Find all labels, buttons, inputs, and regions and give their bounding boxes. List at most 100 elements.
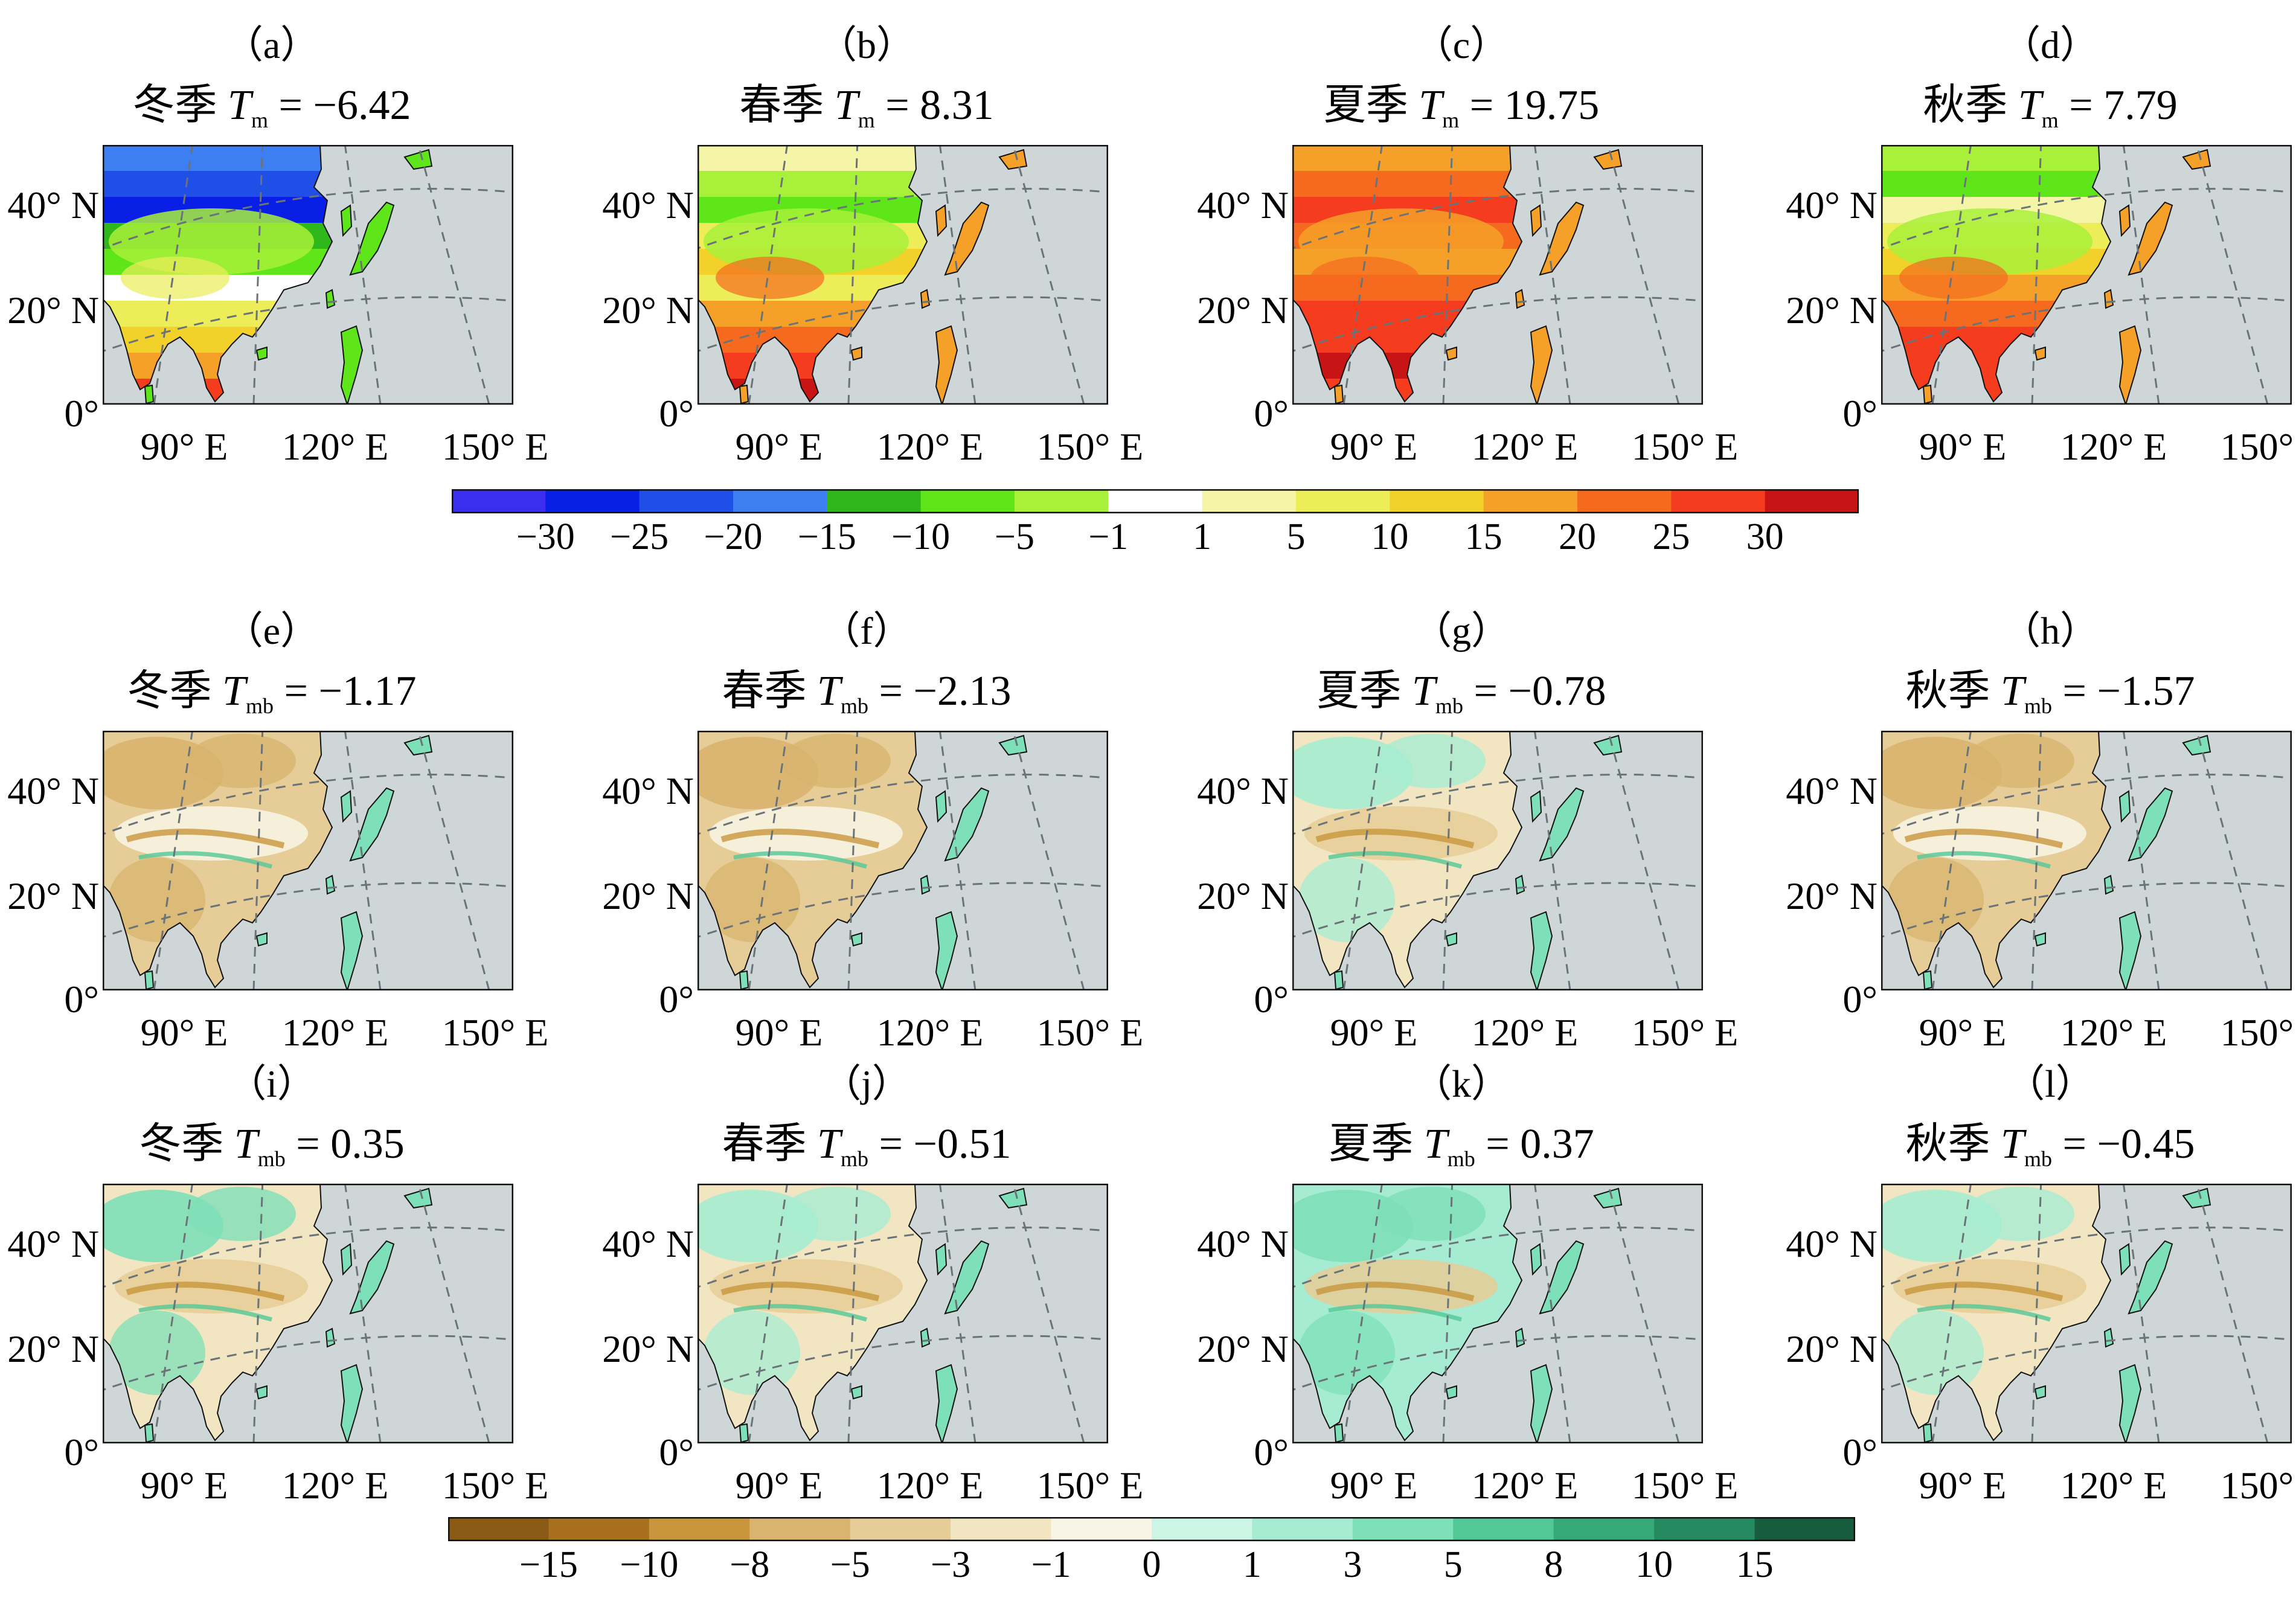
lon-tick-label: 120° E	[876, 1011, 984, 1054]
lon-gridline	[252, 138, 264, 405]
colorbar-swatch	[548, 1517, 650, 1541]
map-plot	[691, 699, 1121, 993]
anomaly-mongolia	[187, 734, 296, 788]
anomaly-india	[109, 858, 205, 942]
symbol-subscript: mb	[1447, 1147, 1475, 1171]
lon-gridline	[252, 724, 264, 991]
colorbar-tick-label: 20	[1559, 516, 1596, 557]
field-band	[103, 171, 332, 197]
island	[2118, 1243, 2131, 1276]
lon-gridline	[415, 138, 490, 405]
colorbar-tick-label: 3	[1343, 1544, 1362, 1585]
island	[2034, 932, 2046, 947]
lon-gridline	[1342, 1177, 1384, 1444]
lat-tick-label: 40° N	[1197, 1222, 1289, 1265]
lon-tick-label: 90° E	[1330, 1011, 1418, 1054]
symbol-subscript: mb	[2024, 1147, 2052, 1171]
lon-gridline	[343, 724, 382, 991]
map-panel-d: （d） 秋季 Tm = 7.79 40° N 20° N 0° 90° E 120° E 15…	[1786, 24, 2296, 466]
lat-gridline	[96, 1335, 526, 1393]
map-frame	[1881, 730, 2292, 991]
map-panel-b: （b） 春季 Tm = 8.31 40° N 20° N 0° 90° E 120° E 15…	[602, 24, 1143, 466]
symbol-subscript: mb	[1435, 694, 1463, 718]
island	[1445, 932, 1457, 947]
colorbar-swatch	[1483, 489, 1578, 513]
lon-tick-label: 120° E	[2060, 425, 2167, 468]
colorbar-tick-label: 8	[1544, 1544, 1563, 1585]
island	[935, 1243, 948, 1276]
colorbar-tick-label: 10	[1635, 1544, 1673, 1585]
island	[920, 1327, 931, 1348]
field-band	[697, 171, 927, 197]
map-panel-f: （f） 春季 Tmb = −2.13 40° N 20° N 0° 90° E 120° E…	[602, 610, 1143, 1052]
anomaly-ridge	[1315, 1282, 1475, 1301]
colorbar-tick-label: −20	[704, 516, 763, 557]
lon-gridline	[2121, 724, 2160, 991]
lat-tick-label: 40° N	[602, 1222, 694, 1265]
anomaly-ridge	[720, 829, 880, 849]
colorbar-tick-label: 0	[1142, 1544, 1161, 1585]
symbol: T	[222, 668, 246, 714]
island	[1445, 346, 1457, 361]
panel-label: （a）	[224, 24, 319, 66]
lon-tick-label: 90° E	[735, 1464, 823, 1507]
lat-tick-label: 40° N	[1786, 769, 1878, 812]
panel-title: 春季 Tmb = −2.13	[607, 667, 1126, 730]
map-frame	[102, 1183, 514, 1444]
colorbar-tick-label: −15	[519, 1544, 578, 1585]
island	[920, 289, 931, 309]
season-label: 秋季	[1923, 82, 2018, 129]
island	[325, 874, 336, 895]
anomaly-mongolia	[1966, 734, 2074, 788]
colorbar-tick-label: 1	[1242, 1544, 1262, 1585]
lon-tick-label: 90° E	[735, 1011, 823, 1054]
lon-gridline	[153, 1177, 194, 1444]
map-frame	[1292, 144, 1704, 405]
panel-label: （d）	[2002, 24, 2099, 66]
island	[1530, 1364, 1553, 1446]
panel-label: （l）	[2006, 1062, 2094, 1105]
island	[2103, 289, 2114, 309]
lon-tick-label: 90° E	[1330, 1464, 1418, 1507]
colorbar-tick-label: −5	[995, 516, 1034, 557]
island	[2118, 790, 2131, 823]
symbol-subscript: mb	[840, 694, 868, 718]
mean-value: = −1.17	[273, 668, 417, 714]
anomaly-ridge	[138, 1304, 272, 1322]
lon-tick-label: 150° E	[2220, 425, 2296, 468]
island	[1445, 1385, 1457, 1400]
lon-gridline	[1442, 138, 1454, 405]
lat-tick-label: 40° N	[602, 184, 694, 226]
lowland-zone	[1310, 257, 1419, 299]
lat-tick-label: 0°	[64, 978, 99, 1021]
lon-gridline	[2194, 138, 2269, 405]
lat-gridline	[691, 1227, 1121, 1291]
colorbar-swatch	[1390, 489, 1484, 513]
panel-label: （k）	[1413, 1062, 1510, 1105]
map-plot	[1286, 1152, 1716, 1446]
lat-gridline	[691, 296, 1121, 355]
lon-gridline	[2031, 1177, 2042, 1444]
colorbar-tick-label: 15	[1736, 1544, 1774, 1585]
lat-tick-label: 0°	[659, 392, 694, 435]
colorbar-swatch	[733, 489, 827, 513]
lat-gridline	[1286, 1335, 1716, 1393]
lat-gridline	[1286, 1227, 1716, 1291]
lon-tick-label: 150° E	[1631, 425, 1739, 468]
colorbar-tick-label: 30	[1746, 516, 1784, 557]
island	[1333, 970, 1344, 990]
lat-tick-label: 20° N	[602, 874, 694, 917]
lon-gridline	[1442, 1177, 1454, 1444]
panel-label: （b）	[818, 24, 915, 66]
mean-value: = −0.78	[1463, 668, 1606, 714]
land-field	[1292, 1184, 1522, 1440]
map-area	[691, 1152, 1121, 1446]
colorbar-tick-label: 5	[1286, 516, 1306, 557]
lon-tick-label: 90° E	[140, 425, 228, 468]
mean-value: = 8.31	[874, 82, 994, 129]
colorbar-swatch	[1296, 489, 1390, 513]
lon-tick-label: 120° E	[876, 425, 984, 468]
island	[2128, 1240, 2173, 1315]
lon-tick-label: 120° E	[1471, 1011, 1579, 1054]
lat-gridline	[1286, 188, 1716, 252]
